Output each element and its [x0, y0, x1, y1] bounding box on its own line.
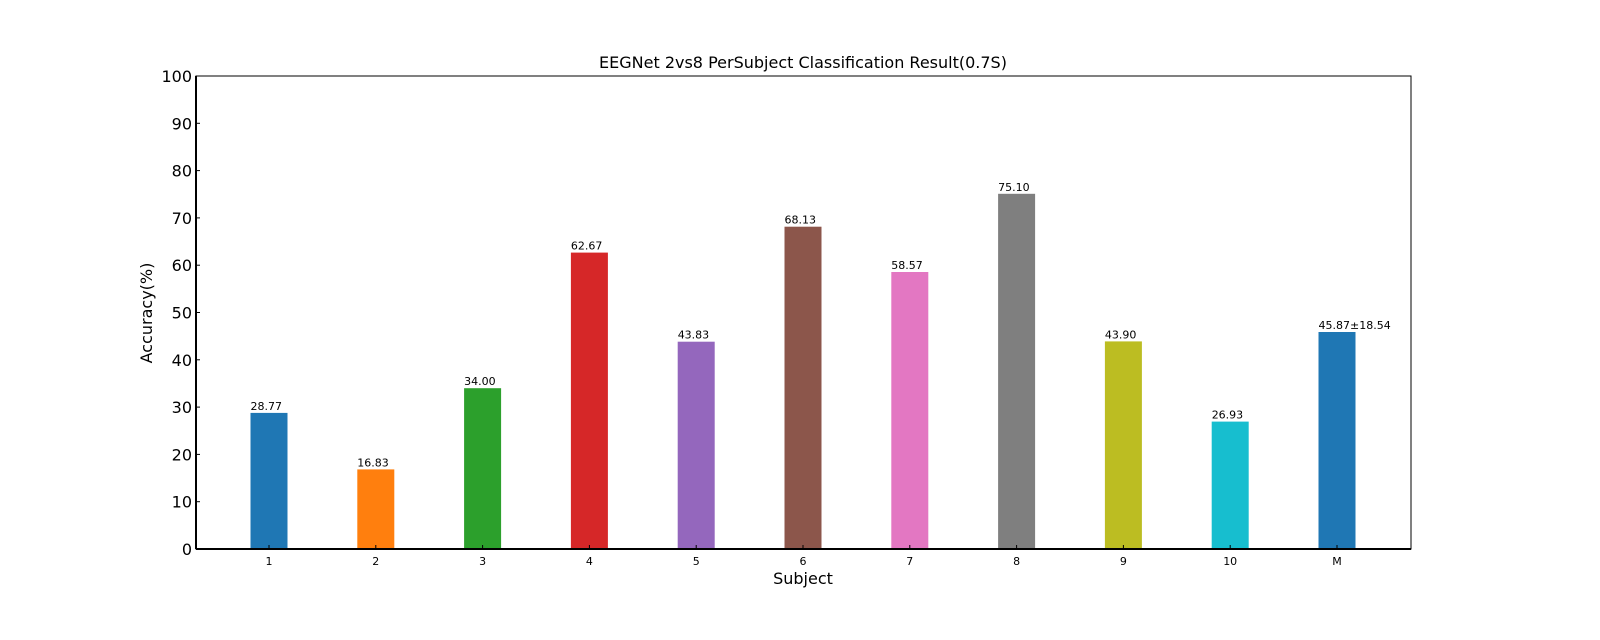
y-axis-ticks: 0 10 20 30 40 50 60 70 80 90 100 — [161, 67, 200, 559]
bar-M — [1318, 332, 1356, 549]
data-label-10: 26.93 — [1212, 409, 1244, 422]
x-tick-label-8: 8 — [1013, 555, 1020, 568]
y-tick-label-40: 40 — [172, 351, 192, 370]
bar-5 — [677, 341, 715, 549]
data-label-7: 58.57 — [891, 259, 923, 272]
bar-6 — [784, 226, 822, 549]
bar-8 — [998, 193, 1036, 550]
x-tick-label-9: 9 — [1120, 555, 1127, 568]
data-label-4: 62.67 — [571, 240, 603, 253]
y-tick-label-0: 0 — [182, 540, 192, 559]
data-label-1: 28.77 — [251, 400, 283, 413]
bar-1 — [250, 412, 288, 549]
y-tick-label-70: 70 — [172, 209, 192, 228]
y-tick-label-80: 80 — [172, 162, 192, 181]
data-label-2: 16.83 — [357, 456, 389, 469]
data-label-5: 43.83 — [678, 329, 710, 342]
data-labels-group: 28.77 16.83 34.00 62.67 43.83 68.13 58.57 75.10… — [251, 181, 1391, 470]
data-label-M: 45.87±18.54 — [1319, 319, 1391, 332]
y-tick-label-20: 20 — [172, 445, 192, 464]
y-tick-label-100: 100 — [161, 67, 192, 86]
y-tick-label-60: 60 — [172, 256, 192, 275]
x-tick-label-M: M — [1332, 555, 1342, 568]
y-tick-label-30: 30 — [172, 398, 192, 417]
bar-10 — [1211, 421, 1249, 549]
data-label-9: 43.90 — [1105, 328, 1137, 341]
y-tick-label-90: 90 — [172, 114, 192, 133]
chart-title: EEGNet 2vs8 PerSubject Classification Re… — [599, 53, 1007, 72]
x-tick-label-6: 6 — [800, 555, 807, 568]
x-tick-label-1: 1 — [266, 555, 273, 568]
bar-4 — [570, 252, 608, 549]
x-tick-label-10: 10 — [1223, 555, 1237, 568]
y-axis-label: Accuracy(%) — [137, 263, 156, 364]
data-label-6: 68.13 — [785, 214, 817, 227]
bar-7 — [891, 272, 929, 549]
y-tick-label-10: 10 — [172, 493, 192, 512]
bar-3 — [464, 388, 502, 549]
x-tick-label-5: 5 — [693, 555, 700, 568]
bars-group — [250, 193, 1356, 550]
x-tick-label-4: 4 — [586, 555, 593, 568]
x-axis-label: Subject — [773, 569, 833, 588]
x-tick-label-2: 2 — [372, 555, 379, 568]
data-label-3: 34.00 — [464, 375, 496, 388]
x-tick-label-3: 3 — [479, 555, 486, 568]
bar-2 — [357, 469, 395, 549]
bar-9 — [1104, 341, 1142, 549]
y-tick-label-50: 50 — [172, 304, 192, 323]
data-label-8: 75.10 — [998, 181, 1030, 194]
x-tick-label-7: 7 — [906, 555, 913, 568]
